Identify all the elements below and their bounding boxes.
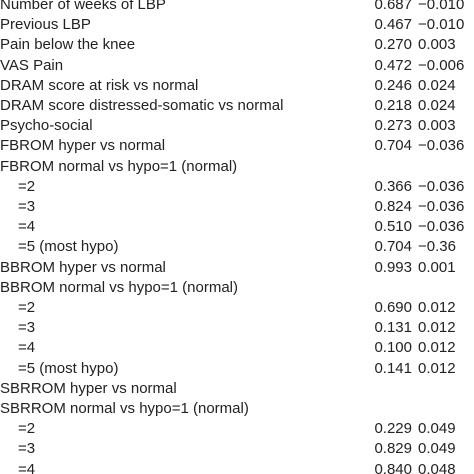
change: 0.003 [418, 36, 456, 54]
row-label: FBROM hyper vs normal [0, 137, 166, 155]
row-label: =3 [18, 440, 36, 458]
value: 0.100 [374, 339, 412, 357]
row-label: Number of weeks of LBP [0, 0, 166, 13]
change: −0.036 [418, 137, 465, 155]
row-label: =5 (most hypo) [18, 359, 119, 377]
row-label: BBROM normal vs hypo=1 (normal) [0, 278, 238, 296]
row-label: =4 [18, 460, 36, 474]
row-label: =4 [18, 218, 36, 236]
change: 0.001 [418, 258, 456, 276]
change: 0.024 [418, 76, 456, 94]
value: 0.472 [374, 56, 412, 74]
row-label: =2 [18, 299, 36, 316]
value: 0.218 [374, 97, 412, 114]
row-label: =2 [18, 177, 36, 195]
change: −0.036 [418, 198, 465, 215]
value: 0.510 [374, 218, 412, 236]
value: 0.229 [374, 420, 412, 438]
change: 0.024 [418, 97, 456, 114]
value: 0.824 [374, 198, 412, 215]
value: 0.273 [374, 117, 412, 135]
row-label: SBRROM normal vs hypo=1 (normal) [0, 400, 249, 417]
change: 0.012 [418, 319, 456, 337]
row-label: BBROM hyper vs normal [0, 258, 166, 276]
change: 0.048 [418, 460, 456, 474]
row-label: SBRROM hyper vs normal [0, 379, 177, 397]
value: 0.690 [374, 299, 412, 316]
change: 0.012 [418, 359, 456, 377]
row-label: VAS Pain [0, 56, 64, 74]
value: 0.704 [374, 137, 412, 155]
row-label: Pain below the knee [0, 36, 136, 54]
change: 0.012 [418, 339, 456, 357]
row-label: Previous LBP [0, 16, 91, 34]
change: −0.006 [418, 56, 465, 74]
row-label: Psycho-social [0, 117, 93, 135]
value: 0.840 [374, 460, 412, 474]
row-label: =3 [18, 319, 36, 337]
change: −0.036 [418, 218, 465, 236]
value: 0.687 [374, 0, 412, 13]
change: 0.049 [418, 420, 456, 438]
row-label: DRAM score at risk vs normal [0, 76, 199, 94]
change: 0.012 [418, 299, 456, 316]
change: −0.010 [418, 0, 465, 13]
change: −0.036 [418, 177, 465, 195]
value: 0.141 [374, 359, 412, 377]
change: −0.010 [418, 16, 465, 34]
value: 0.829 [374, 440, 412, 458]
change: −0.36 [418, 238, 456, 256]
change: 0.003 [418, 117, 456, 135]
value: 0.704 [374, 238, 412, 256]
row-label: =2 [18, 420, 36, 438]
row-label: =4 [18, 339, 36, 357]
value: 0.467 [374, 16, 412, 34]
row-label: DRAM score distressed-somatic vs normal [0, 97, 284, 114]
row-label: =3 [18, 198, 36, 215]
change: 0.049 [418, 440, 456, 458]
value: 0.246 [374, 76, 412, 94]
value: 0.131 [374, 319, 412, 337]
value: 0.993 [374, 258, 412, 276]
row-label: =5 (most hypo) [18, 238, 119, 256]
value: 0.270 [374, 36, 412, 54]
value: 0.366 [374, 177, 412, 195]
row-label: FBROM normal vs hypo=1 (normal) [0, 157, 238, 175]
